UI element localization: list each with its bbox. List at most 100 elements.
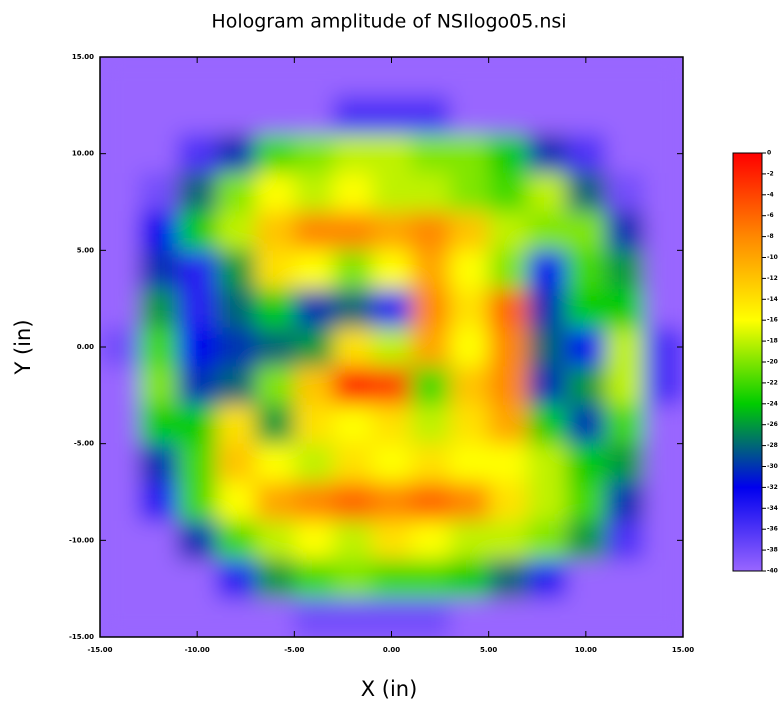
heatmap-cell — [100, 134, 140, 174]
heatmap-cell — [100, 405, 140, 445]
heatmap-cell — [372, 173, 412, 213]
heatmap-cell — [100, 598, 140, 637]
colorbar-tick-label: -26 — [767, 421, 778, 428]
x-tick-label: -10.00 — [185, 646, 210, 654]
heatmap-cell — [449, 366, 490, 406]
heatmap-cell — [294, 250, 334, 290]
heatmap-cell — [605, 57, 645, 97]
heatmap-cell — [372, 289, 412, 329]
heatmap-cell — [605, 250, 645, 290]
heatmap-cell — [138, 250, 179, 290]
colorbar-tick-label: -20 — [767, 359, 778, 366]
heatmap-cell — [138, 482, 179, 522]
heatmap-cell — [177, 250, 218, 290]
heatmap-cell — [255, 57, 295, 97]
heatmap-cell — [177, 482, 218, 522]
heatmap-cell — [449, 134, 490, 174]
colorbar-tick-label: -22 — [767, 379, 778, 386]
heatmap-cell — [527, 598, 567, 637]
heatmap-cell — [255, 250, 295, 290]
colorbar-tick-label: -4 — [767, 191, 774, 198]
heatmap-cell — [100, 211, 140, 251]
heatmap-cell — [644, 134, 683, 174]
heatmap-cell — [177, 173, 218, 213]
colorbar-tick-label: -18 — [767, 338, 778, 345]
y-tick-label: 15.00 — [72, 53, 94, 61]
heatmap-cell — [527, 521, 567, 561]
heatmap-cell — [644, 366, 683, 406]
heatmap-cell — [488, 327, 529, 367]
heatmap-cell — [100, 327, 140, 367]
heatmap-cell — [333, 366, 373, 406]
heatmap-cell — [333, 327, 373, 367]
heatmap-cell — [605, 366, 645, 406]
heatmap-cell — [216, 211, 256, 251]
heatmap-cell — [255, 289, 295, 329]
heatmap-cell — [177, 134, 218, 174]
heatmap-cell — [449, 327, 490, 367]
heatmap-cell — [644, 173, 683, 213]
heatmap-cell — [644, 327, 683, 367]
heatmap-cell — [138, 173, 179, 213]
heatmap-cell — [449, 405, 490, 445]
heatmap-cell — [177, 559, 218, 599]
heatmap-cell — [605, 289, 645, 329]
heatmap-cell — [138, 134, 179, 174]
y-tick-label: -10.00 — [69, 536, 94, 544]
heatmap-cell — [100, 57, 140, 97]
heatmap-cell — [527, 482, 567, 522]
heatmap-cell — [100, 366, 140, 406]
heatmap-cell — [488, 598, 529, 637]
heatmap-cell — [527, 134, 567, 174]
heatmap-cell — [449, 443, 490, 483]
heatmap-cell — [488, 521, 529, 561]
x-axis-label: X (in) — [361, 677, 418, 701]
heatmap-cell — [177, 95, 218, 135]
heatmap-cell — [605, 327, 645, 367]
heatmap-cell — [527, 250, 567, 290]
heatmap-cell — [566, 173, 606, 213]
heatmap-cell — [216, 598, 256, 637]
heatmap-cell — [644, 250, 683, 290]
heatmap-cell — [566, 134, 606, 174]
heatmap-cell — [527, 289, 567, 329]
heatmap-cell — [372, 211, 412, 251]
heatmap-cell — [372, 443, 412, 483]
heatmap-cell — [333, 173, 373, 213]
heatmap-cell — [138, 598, 179, 637]
heatmap-cell — [138, 405, 179, 445]
colorbar-tick-label: -12 — [767, 275, 778, 282]
heatmap-cell — [488, 482, 529, 522]
heatmap-cell — [255, 405, 295, 445]
heatmap-cell — [449, 95, 490, 135]
heatmap-cell — [255, 598, 295, 637]
colorbar-tick-label: -10 — [767, 254, 778, 261]
heatmap-cell — [138, 211, 179, 251]
heatmap-cell — [605, 134, 645, 174]
heatmap-cell — [138, 327, 179, 367]
heatmap-cell — [566, 521, 606, 561]
heatmap-cell — [372, 482, 412, 522]
heatmap-cell — [488, 95, 529, 135]
heatmap-cell — [255, 366, 295, 406]
x-tick-label: -5.00 — [284, 646, 304, 654]
heatmap-cell — [605, 211, 645, 251]
heatmap-cell — [255, 134, 295, 174]
heatmap-cell — [100, 482, 140, 522]
heatmap-cell — [216, 443, 256, 483]
heatmap-cell — [372, 57, 412, 97]
heatmap-cell — [410, 95, 451, 135]
heatmap-cell — [372, 134, 412, 174]
colorbar-tick-label: -40 — [767, 568, 778, 575]
heatmap-cell — [566, 443, 606, 483]
heatmap-cells — [100, 57, 683, 637]
heatmap-cell — [372, 327, 412, 367]
heatmap-cell — [100, 250, 140, 290]
colorbar-tick-label: -38 — [767, 547, 778, 554]
heatmap-cell — [644, 482, 683, 522]
heatmap-cell — [177, 521, 218, 561]
colorbar-tick-label: -32 — [767, 484, 778, 491]
heatmap-cell — [216, 289, 256, 329]
heatmap-cell — [410, 250, 451, 290]
heatmap-cell — [527, 559, 567, 599]
